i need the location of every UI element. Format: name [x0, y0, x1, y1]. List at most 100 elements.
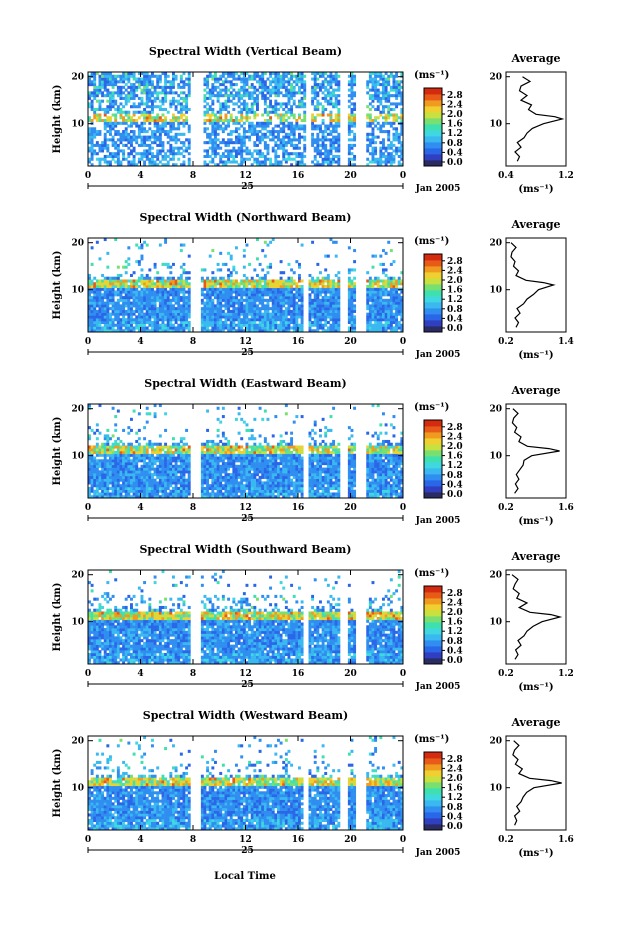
heatmap-cell [182, 154, 186, 158]
heatmap-cell [277, 296, 280, 300]
heatmap-cell [316, 138, 320, 142]
heatmap-cell [143, 121, 147, 125]
heatmap-cell [156, 130, 160, 134]
heatmap-cell [324, 149, 328, 153]
heatmap-cell [279, 329, 283, 333]
heatmap-cell [313, 163, 317, 167]
heatmap-cell [271, 80, 275, 84]
heatmap-cell [329, 238, 333, 242]
heatmap-cell [274, 110, 278, 114]
heatmap-cell [274, 312, 278, 316]
heatmap-cell [122, 74, 126, 78]
heatmap-cell [292, 143, 296, 147]
heatmap-cell [334, 138, 338, 142]
heatmap-cell [158, 315, 162, 319]
heatmap-cell [132, 74, 136, 78]
heatmap-cell [387, 309, 391, 313]
heatmap-cell [95, 88, 99, 92]
heatmap-cell [216, 307, 220, 311]
heatmap-cell [379, 301, 383, 305]
heatmap-cell [400, 495, 404, 499]
heatmap-cell [298, 116, 301, 120]
heatmap-cell [145, 99, 149, 103]
heatmap-cell [179, 298, 183, 302]
heatmap-cell [279, 492, 283, 496]
average-x-tick-label: 0.4 [498, 171, 514, 181]
heatmap-cell [321, 489, 325, 493]
day-label: 25 [241, 348, 254, 358]
heatmap-cell [319, 74, 322, 78]
heatmap-cell [256, 149, 259, 153]
colorbar-tick-label: 2.8 [447, 257, 463, 267]
heatmap-cell [211, 323, 215, 327]
heatmap-cell [148, 323, 152, 327]
heatmap-cell [282, 326, 286, 330]
heatmap-cell [221, 279, 225, 283]
heatmap-cell [214, 315, 217, 319]
heatmap-cell [292, 152, 296, 156]
heatmap-cell [248, 290, 252, 294]
heatmap-cell [135, 486, 139, 490]
heatmap-cell [103, 495, 107, 499]
heatmap-cell [282, 318, 286, 322]
heatmap-cell [266, 113, 270, 117]
heatmap-cell [334, 102, 338, 106]
heatmap-cell [248, 96, 252, 100]
heatmap-cell [329, 119, 333, 123]
heatmap-cell [379, 74, 383, 78]
heatmap-cell [240, 110, 244, 114]
heatmap-cell [153, 320, 157, 324]
heatmap-cell [132, 132, 136, 136]
heatmap-cell [334, 290, 338, 294]
colorbar-swatch [424, 284, 442, 291]
heatmap-cell [101, 72, 105, 76]
heatmap-cell [298, 293, 301, 297]
heatmap-cell [277, 74, 280, 78]
heatmap-cell [389, 124, 393, 128]
heatmap-cell [397, 138, 401, 142]
heatmap-cell [350, 94, 354, 98]
heatmap-cell [256, 279, 259, 283]
heatmap-cell [106, 116, 110, 120]
heatmap-cell [122, 309, 126, 313]
heatmap-cell [316, 287, 320, 291]
heatmap-cell [185, 149, 189, 153]
heatmap-cell [103, 492, 107, 496]
heatmap-cell [300, 495, 304, 499]
heatmap-cell [227, 307, 231, 311]
heatmap-cell [161, 285, 165, 289]
heatmap-cell [269, 110, 273, 114]
heatmap-cell [261, 94, 265, 98]
heatmap-cell [109, 124, 112, 128]
heatmap-cell [93, 107, 97, 111]
heatmap-cell [211, 146, 215, 150]
heatmap-cell [256, 138, 259, 142]
heatmap-cell [166, 296, 170, 300]
heatmap-cell [240, 113, 244, 117]
heatmap-cell [397, 307, 401, 311]
heatmap-cell [101, 83, 105, 87]
heatmap-cell [98, 143, 102, 147]
heatmap-cell [400, 282, 404, 286]
heatmap-cell [308, 279, 312, 283]
heatmap-cell [368, 304, 372, 308]
heatmap-cell [203, 160, 207, 164]
heatmap-cell [116, 138, 120, 142]
heatmap-cell [324, 486, 328, 490]
heatmap-cell [382, 88, 385, 92]
heatmap-cell [203, 268, 207, 272]
heatmap-cell [242, 282, 246, 286]
heatmap-cell [216, 484, 220, 488]
heatmap-cell [116, 298, 120, 302]
heatmap-cell [350, 489, 354, 493]
heatmap-cell [266, 489, 270, 493]
heatmap-cell [114, 132, 118, 136]
heatmap-cell [130, 273, 133, 277]
heatmap-cell [156, 329, 160, 333]
heatmap-cell [114, 113, 118, 117]
heatmap-cell [95, 484, 99, 488]
heatmap-cell [258, 138, 262, 142]
heatmap-cell [387, 152, 391, 156]
heatmap-cell [101, 486, 105, 490]
heatmap-cell [161, 119, 165, 123]
